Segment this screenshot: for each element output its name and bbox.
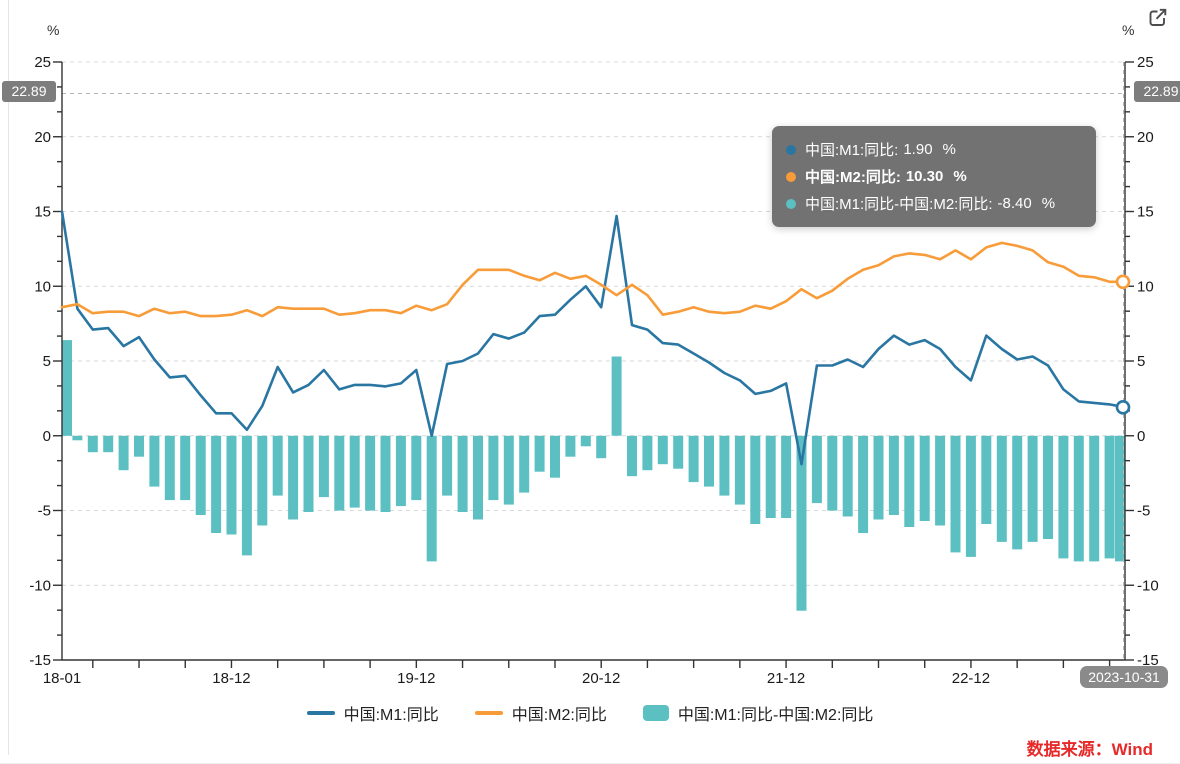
legend-item-m1[interactable]: 中国:M1:同比	[306, 701, 439, 725]
axes	[53, 61, 1134, 668]
diff-bar-swatch	[642, 705, 669, 721]
svg-text:10: 10	[34, 278, 51, 295]
last-point-marker-m1	[1115, 399, 1131, 415]
svg-text:-15: -15	[1137, 652, 1159, 669]
tooltip-row-m2: 中国:M2:同比: 10.30 %	[786, 163, 1082, 190]
svg-text:5: 5	[1137, 353, 1145, 370]
svg-text:21-12: 21-12	[767, 670, 805, 687]
y-axis-unit-left: %	[47, 22, 60, 38]
x-axis-labels: 18-01 18-12 19-12 20-12 21-12 22-12	[43, 670, 990, 687]
svg-text:15: 15	[1137, 204, 1154, 221]
legend-item-diff[interactable]: 中国:M1:同比-中国:M2:同比	[642, 701, 874, 725]
svg-text:15: 15	[34, 204, 51, 221]
left-edge-divider	[8, 0, 9, 755]
tooltip-value: 1.90	[903, 141, 933, 158]
svg-text:18-01: 18-01	[43, 670, 81, 687]
crosshair-value-badge-right: 22.89	[1134, 81, 1180, 102]
y-axis-labels: -15 -15 -10 -10 -5 -5 0 0 5 5 10 10 15 15 20 20 25 25	[29, 54, 1158, 669]
svg-text:0: 0	[43, 428, 51, 445]
tooltip-label: 中国:M2:同比:	[805, 169, 901, 186]
svg-text:0: 0	[1137, 428, 1145, 445]
svg-text:20: 20	[1137, 129, 1154, 146]
line-series-m1	[60, 210, 1127, 466]
svg-text:-10: -10	[29, 577, 51, 594]
svg-text:20: 20	[34, 129, 51, 146]
tooltip-row-diff: 中国:M1:同比-中国:M2:同比: -8.40 %	[786, 190, 1082, 217]
svg-text:25: 25	[34, 54, 51, 71]
tooltip-label: 中国:M1:同比-中国:M2:同比:	[805, 196, 993, 213]
svg-text:19-12: 19-12	[397, 670, 435, 687]
svg-text:-5: -5	[38, 503, 51, 520]
crosshair-value-badge-left: 22.89	[2, 81, 56, 102]
gridlines	[62, 61, 1125, 661]
crosshair-date-badge: 2023-10-31	[1080, 666, 1168, 688]
svg-text:20-12: 20-12	[582, 670, 620, 687]
line-series-m2	[60, 241, 1127, 318]
export-button[interactable]	[1145, 6, 1169, 30]
svg-text:10: 10	[1137, 278, 1154, 295]
svg-text:5: 5	[43, 353, 51, 370]
m2-line-swatch	[474, 711, 503, 715]
legend-label: 中国:M1:同比	[343, 707, 439, 724]
svg-text:-15: -15	[29, 652, 51, 669]
tooltip-unit: %	[953, 168, 967, 185]
open-in-new-icon	[1149, 8, 1167, 26]
tooltip-row-m1: 中国:M1:同比: 1.90 %	[786, 136, 1082, 163]
y-axis-unit-right: %	[1122, 22, 1135, 38]
svg-text:25: 25	[1137, 54, 1154, 71]
m1-line-swatch	[306, 711, 335, 715]
tooltip-value: 10.30	[905, 168, 944, 185]
svg-text:18-12: 18-12	[212, 670, 250, 687]
data-source-label: 数据来源：Wind	[1026, 740, 1153, 759]
legend-item-m2[interactable]: 中国:M2:同比	[474, 701, 607, 725]
svg-text:-10: -10	[1137, 577, 1159, 594]
svg-text:22-12: 22-12	[952, 670, 990, 687]
m1-series-dot	[786, 144, 796, 155]
m2-series-dot	[786, 171, 796, 182]
legend-label: 中国:M2:同比	[511, 707, 607, 724]
tooltip: 中国:M1:同比: 1.90 % 中国:M2:同比: 10.30 % 中国:M1…	[772, 126, 1096, 227]
tooltip-value: -8.40	[997, 195, 1032, 212]
diff-series-dot	[786, 198, 796, 209]
legend: 中国:M1:同比 中国:M2:同比 中国:M1:同比-中国:M2:同比	[0, 701, 1180, 725]
legend-label: 中国:M1:同比-中国:M2:同比	[677, 707, 874, 724]
tooltip-unit: %	[1041, 195, 1056, 212]
last-point-marker-m2	[1115, 274, 1131, 290]
tooltip-unit: %	[942, 141, 956, 158]
diff-bar-series	[62, 340, 1125, 611]
svg-text:-5: -5	[1137, 503, 1150, 520]
tooltip-label: 中国:M1:同比:	[805, 142, 899, 159]
